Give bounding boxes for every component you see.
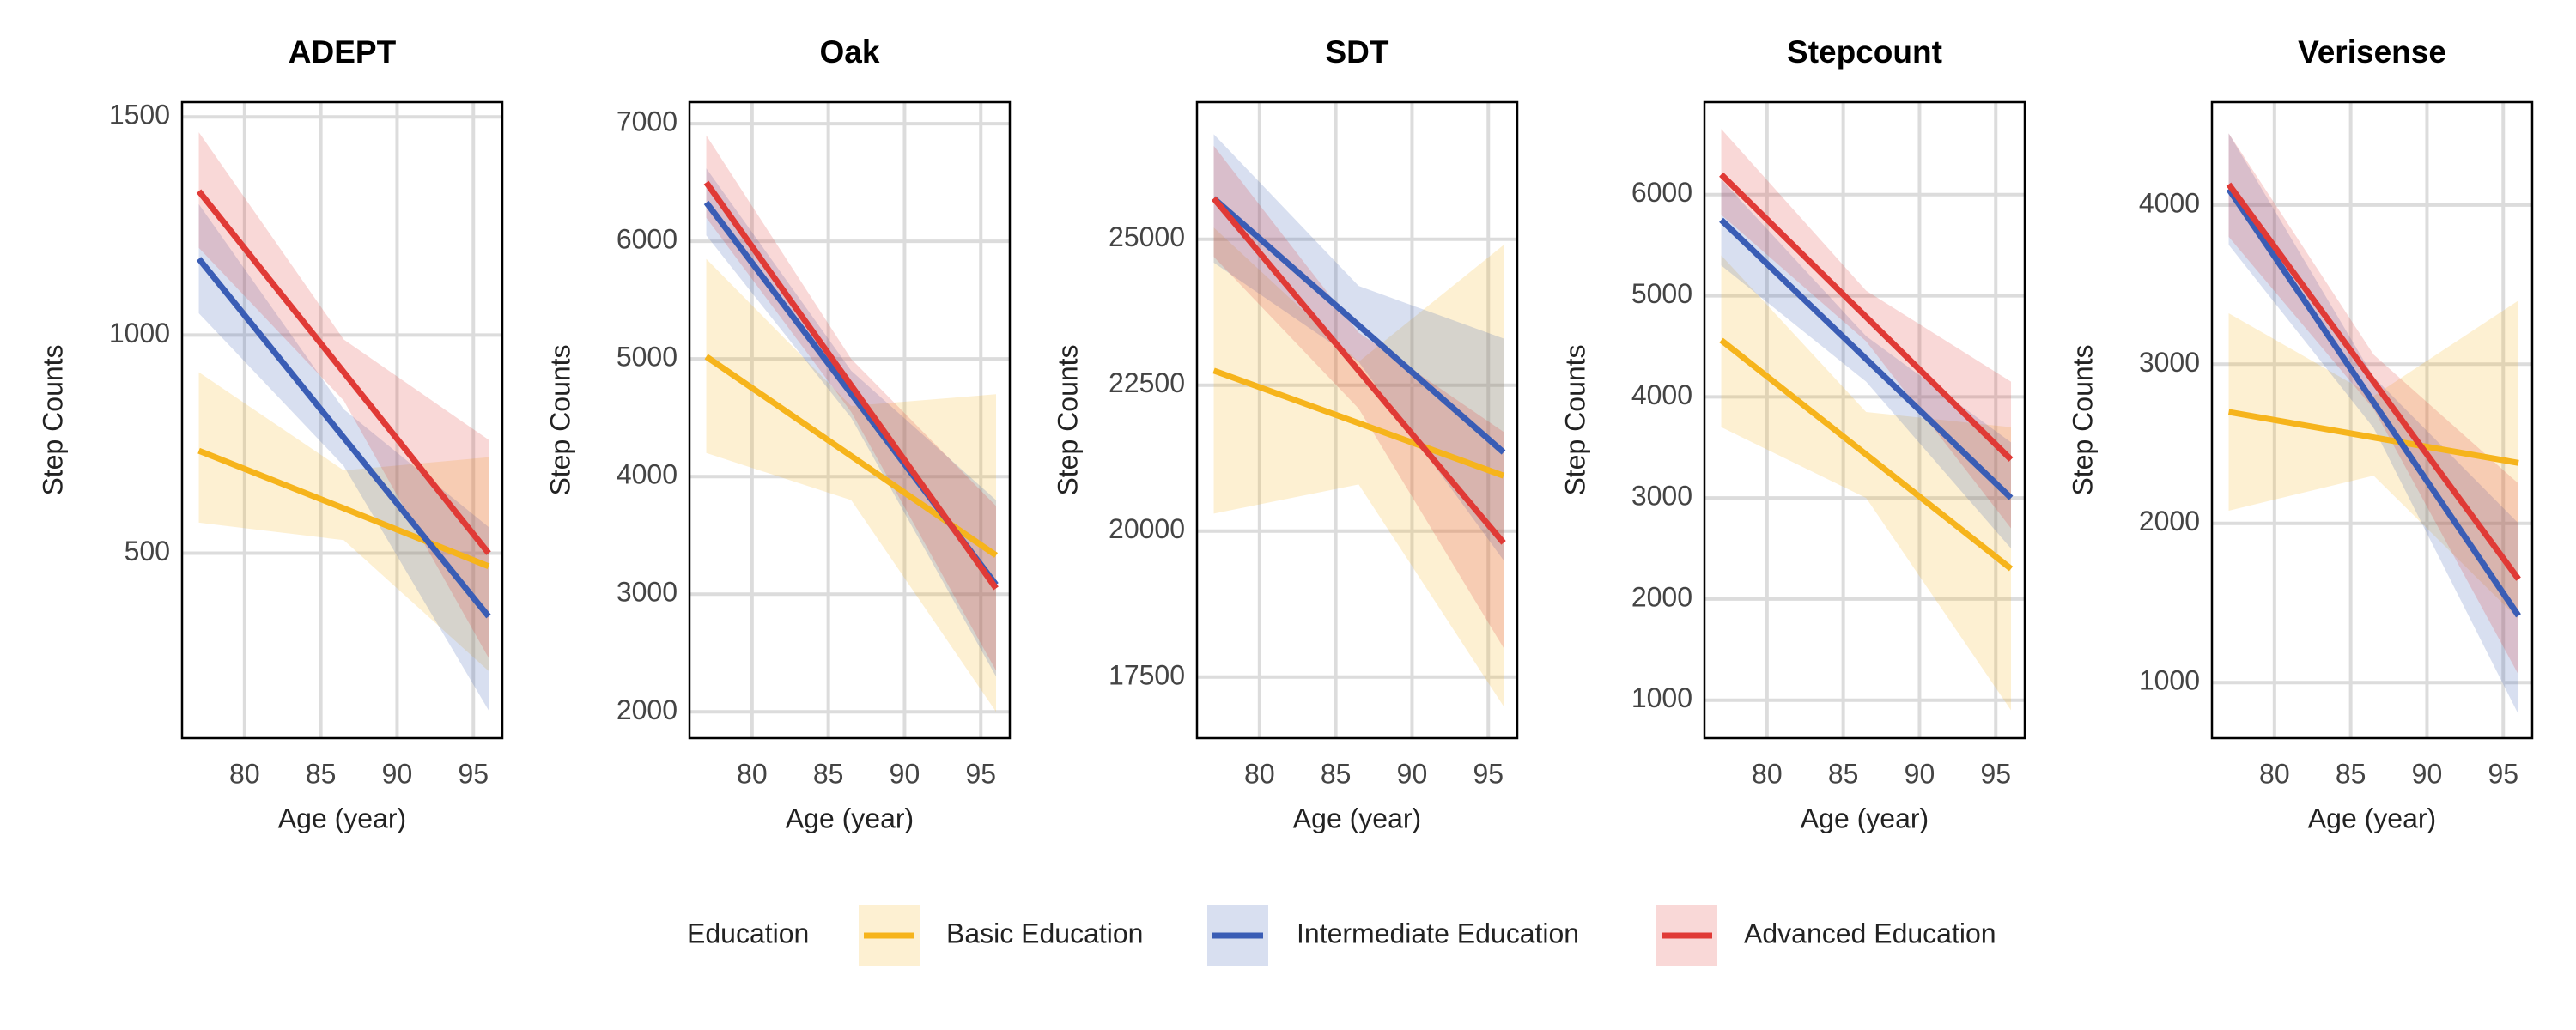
x-tick-label: 80 <box>229 758 260 789</box>
x-axis-label: Age (year) <box>786 803 914 833</box>
confidence-band <box>706 135 997 671</box>
legend-title: Education <box>687 918 809 948</box>
x-tick-label: 95 <box>2488 758 2518 789</box>
y-tick-label: 5000 <box>617 342 677 373</box>
y-tick-label: 17500 <box>1109 659 1185 690</box>
confidence-band <box>2228 300 2519 620</box>
y-tick-label: 6000 <box>617 224 677 255</box>
x-axis-label: Age (year) <box>1293 803 1421 833</box>
confidence-band <box>706 258 997 712</box>
confidence-band <box>198 132 489 658</box>
panel-title: Oak <box>820 34 880 70</box>
x-axis-label: Age (year) <box>2308 803 2436 833</box>
y-tick-label: 20000 <box>1109 513 1185 544</box>
trend-line <box>1719 337 2014 572</box>
y-tick-label: 1500 <box>109 100 170 130</box>
trend-line <box>703 180 999 591</box>
trend-line <box>196 257 491 619</box>
x-tick-label: 90 <box>890 758 920 789</box>
x-tick-label: 90 <box>1397 758 1428 789</box>
x-tick-label: 80 <box>737 758 768 789</box>
y-axis-label: Step Counts <box>544 344 575 495</box>
x-axis-label: Age (year) <box>1801 803 1929 833</box>
y-tick-label: 4000 <box>2139 187 2200 218</box>
y-tick-label: 2000 <box>617 694 677 725</box>
x-tick-label: 85 <box>813 758 844 789</box>
x-tick-label: 85 <box>1321 758 1352 789</box>
panel-border <box>180 100 504 740</box>
y-tick-label: 3000 <box>1631 481 1692 512</box>
panel-title: ADEPT <box>289 34 397 70</box>
x-tick-label: 80 <box>2259 758 2290 789</box>
confidence-band <box>198 203 489 711</box>
x-axis-label: Age (year) <box>278 803 406 833</box>
panel-title: Verisense <box>2298 34 2446 70</box>
y-tick-label: 2000 <box>2139 506 2200 536</box>
trend-line <box>197 447 490 570</box>
x-tick-label: 90 <box>382 758 413 789</box>
trend-line <box>1211 196 1506 545</box>
y-tick-label: 4000 <box>617 459 677 490</box>
trend-line <box>1212 196 1506 455</box>
legend-label: Advanced Education <box>1744 918 1996 948</box>
trend-line <box>1212 367 1505 479</box>
y-tick-label: 3000 <box>2139 347 2200 378</box>
confidence-band <box>1721 179 2012 549</box>
x-tick-label: 95 <box>965 758 996 789</box>
panel-border <box>2210 100 2534 740</box>
panel-title: Stepcount <box>1787 34 1942 70</box>
panel-border <box>1703 100 2026 740</box>
trend-line <box>2227 409 2519 466</box>
y-tick-label: 4000 <box>1631 379 1692 410</box>
x-tick-label: 95 <box>458 758 489 789</box>
panel-title: SDT <box>1326 34 1389 70</box>
y-tick-label: 500 <box>125 536 170 566</box>
y-tick-label: 25000 <box>1109 221 1185 252</box>
trend-line <box>1719 217 2014 500</box>
confidence-band <box>1213 227 1504 706</box>
legend-label: Basic Education <box>946 918 1143 948</box>
x-tick-label: 90 <box>2412 758 2443 789</box>
y-axis-label: Step Counts <box>1559 344 1590 495</box>
x-tick-label: 95 <box>1473 758 1504 789</box>
x-tick-label: 80 <box>1244 758 1275 789</box>
panel-border <box>1195 100 1519 740</box>
x-tick-label: 85 <box>306 758 337 789</box>
y-tick-label: 1000 <box>109 318 170 348</box>
trend-line <box>2226 187 2521 618</box>
y-tick-label: 5000 <box>1631 278 1692 309</box>
y-tick-label: 22500 <box>1109 367 1185 398</box>
y-tick-label: 2000 <box>1631 581 1692 612</box>
x-tick-label: 95 <box>1980 758 2011 789</box>
panel-border <box>688 100 1012 740</box>
y-axis-label: Step Counts <box>37 344 68 495</box>
confidence-band <box>198 372 489 671</box>
x-tick-label: 80 <box>1752 758 1783 789</box>
y-tick-label: 1000 <box>1631 682 1692 713</box>
trend-line <box>1719 172 2014 462</box>
y-axis-label: Step Counts <box>2067 344 2098 495</box>
y-tick-label: 6000 <box>1631 177 1692 208</box>
trend-line <box>2226 182 2521 581</box>
x-tick-label: 90 <box>1905 758 1935 789</box>
y-tick-label: 1000 <box>2139 665 2200 696</box>
x-tick-label: 85 <box>2336 758 2366 789</box>
confidence-band <box>1213 145 1504 648</box>
y-tick-label: 3000 <box>617 577 677 608</box>
x-tick-label: 85 <box>1828 758 1859 789</box>
confidence-band <box>1721 255 2012 711</box>
trend-line <box>196 189 491 555</box>
y-tick-label: 7000 <box>617 106 677 137</box>
legend-label: Intermediate Education <box>1297 918 1579 948</box>
y-axis-label: Step Counts <box>1052 344 1083 495</box>
